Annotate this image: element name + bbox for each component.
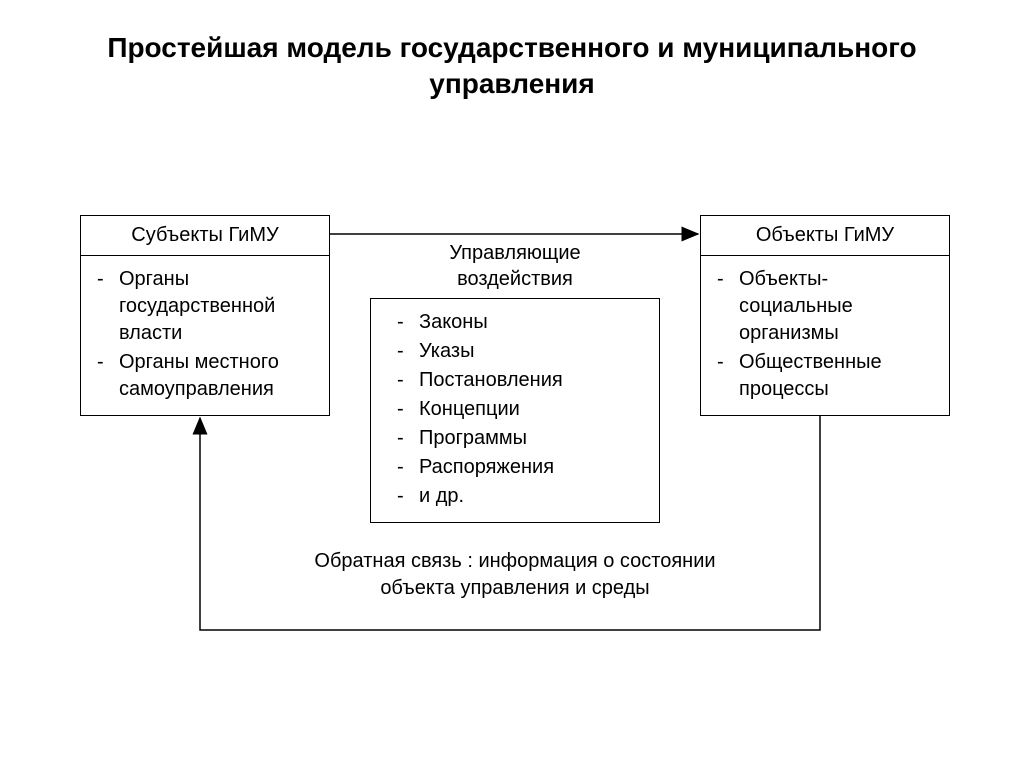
list-item: Общественные процессы (711, 349, 939, 403)
list-item: Законы (391, 309, 649, 336)
subjects-box: Субъекты ГиМУ Органы государственной вла… (80, 215, 330, 416)
list-item: Концепции (391, 396, 649, 423)
objects-box: Объекты ГиМУ Объекты-социальные организм… (700, 215, 950, 416)
list-item: Органы местного самоуправления (91, 349, 319, 403)
feedback-label: Обратная связь : информация о состоянии … (280, 548, 750, 602)
list-item: Постановления (391, 367, 649, 394)
list-item: Указы (391, 338, 649, 365)
feedback-line-2: объекта управления и среды (380, 577, 649, 599)
list-item: Программы (391, 425, 649, 452)
diagram-title: Простейшая модель государственного и мун… (0, 30, 1024, 103)
objects-body: Объекты-социальные организмы Общественны… (701, 256, 949, 415)
list-item: и др. (391, 483, 649, 510)
list-item: Распоряжения (391, 454, 649, 481)
actions-label: Управляющие воздействия (400, 240, 630, 292)
actions-box: Законы Указы Постановления Концепции Про… (370, 298, 660, 523)
actions-body: Законы Указы Постановления Концепции Про… (371, 299, 659, 522)
list-item: Объекты-социальные организмы (711, 266, 939, 347)
feedback-line-1: Обратная связь : информация о состоянии (314, 550, 715, 572)
objects-header: Объекты ГиМУ (701, 216, 949, 256)
subjects-body: Органы государственной власти Органы мес… (81, 256, 329, 415)
list-item: Органы государственной власти (91, 266, 319, 347)
subjects-header: Субъекты ГиМУ (81, 216, 329, 256)
